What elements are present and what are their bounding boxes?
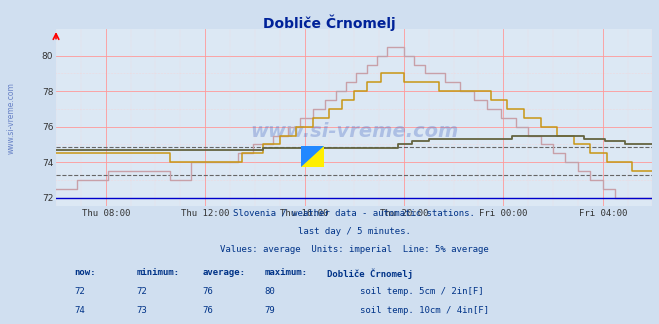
Polygon shape bbox=[301, 146, 324, 167]
Text: 72: 72 bbox=[136, 287, 147, 296]
Text: Values: average  Units: imperial  Line: 5% average: Values: average Units: imperial Line: 5%… bbox=[220, 245, 488, 254]
Text: 79: 79 bbox=[265, 306, 275, 315]
Text: Dobliče Črnomelj: Dobliče Črnomelj bbox=[328, 268, 413, 279]
Text: 76: 76 bbox=[202, 306, 213, 315]
Text: maximum:: maximum: bbox=[265, 268, 308, 277]
Text: soil temp. 5cm / 2in[F]: soil temp. 5cm / 2in[F] bbox=[360, 287, 484, 296]
Text: now:: now: bbox=[74, 268, 96, 277]
Text: 72: 72 bbox=[74, 287, 84, 296]
Text: 74: 74 bbox=[74, 306, 84, 315]
Text: Slovenia / weather data - automatic stations.: Slovenia / weather data - automatic stat… bbox=[233, 209, 475, 218]
Text: average:: average: bbox=[202, 268, 245, 277]
Text: soil temp. 10cm / 4in[F]: soil temp. 10cm / 4in[F] bbox=[360, 306, 489, 315]
Text: 76: 76 bbox=[202, 287, 213, 296]
Text: www.si-vreme.com: www.si-vreme.com bbox=[250, 122, 459, 142]
Text: last day / 5 minutes.: last day / 5 minutes. bbox=[298, 227, 411, 236]
Text: www.si-vreme.com: www.si-vreme.com bbox=[7, 82, 16, 154]
Text: Dobliče Črnomelj: Dobliče Črnomelj bbox=[263, 15, 396, 31]
Text: 80: 80 bbox=[265, 287, 275, 296]
Text: minimum:: minimum: bbox=[136, 268, 179, 277]
Text: 73: 73 bbox=[136, 306, 147, 315]
Polygon shape bbox=[301, 146, 324, 167]
